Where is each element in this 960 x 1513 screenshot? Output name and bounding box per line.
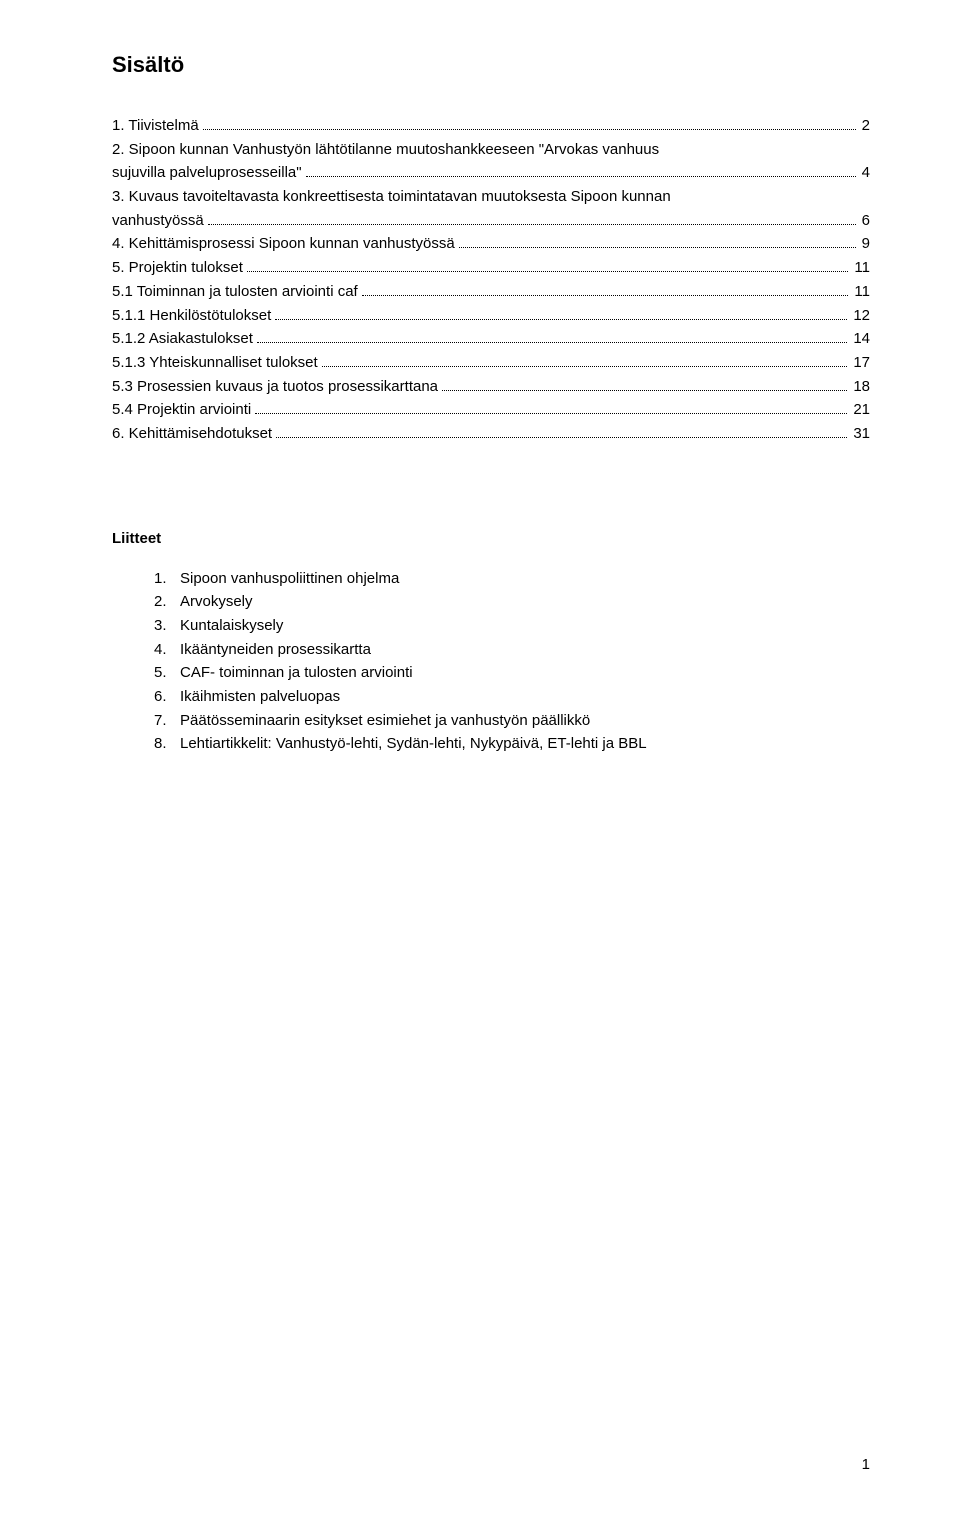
list-number: 7. [154,709,180,733]
toc-leader [257,328,847,343]
list-item: 3.Kuntalaiskysely [154,614,870,638]
list-number: 8. [154,732,180,756]
toc-label: 5. Projektin tulokset [112,256,243,280]
toc-label: 5.4 Projektin arviointi [112,398,251,422]
toc-leader [208,210,856,225]
document-page: Sisältö 1. Tiivistelmä 22. Sipoon kunnan… [0,0,960,1513]
toc-leader [322,352,848,367]
list-text: Arvokysely [180,590,253,614]
toc-label: 5.1.2 Asiakastulokset [112,327,253,351]
toc-page: 12 [851,304,870,328]
toc-label: 5.1.3 Yhteiskunnalliset tulokset [112,351,318,375]
toc-leader [275,304,847,319]
attachments-list: 1.Sipoon vanhuspoliittinen ohjelma2.Arvo… [112,567,870,757]
toc-page: 14 [851,327,870,351]
toc-leader [203,115,856,130]
list-item: 5.CAF- toiminnan ja tulosten arviointi [154,661,870,685]
list-item: 2.Arvokysely [154,590,870,614]
toc-row: 5. Projektin tulokset 11 [112,256,870,280]
toc-label: sujuvilla palveluprosesseilla" [112,161,302,185]
list-item: 6.Ikäihmisten palveluopas [154,685,870,709]
toc-row: vanhustyössä 6 [112,209,870,233]
list-number: 6. [154,685,180,709]
toc-page: 21 [851,398,870,422]
toc-row: 5.4 Projektin arviointi 21 [112,398,870,422]
toc-label: 5.1 Toiminnan ja tulosten arviointi caf [112,280,358,304]
toc-leader [362,281,849,296]
toc-row: 5.1.1 Henkilöstötulokset 12 [112,304,870,328]
toc-row: 5.1.2 Asiakastulokset 14 [112,327,870,351]
page-number: 1 [862,1456,870,1473]
toc-label: 4. Kehittämisprosessi Sipoon kunnan vanh… [112,232,455,256]
list-number: 3. [154,614,180,638]
toc-row: 1. Tiivistelmä 2 [112,114,870,138]
toc-label: 5.1.1 Henkilöstötulokset [112,304,271,328]
toc-label: 3. Kuvaus tavoiteltavasta konkreettisest… [112,185,671,209]
toc-page: 4 [860,161,870,185]
toc-row: 6. Kehittämisehdotukset 31 [112,422,870,446]
toc-page: 31 [851,422,870,446]
toc-page: 9 [860,232,870,256]
list-item: 8.Lehtiartikkelit: Vanhustyö-lehti, Sydä… [154,732,870,756]
list-text: Päätösseminaarin esitykset esimiehet ja … [180,709,590,733]
toc-page: 6 [860,209,870,233]
toc-label: 6. Kehittämisehdotukset [112,422,272,446]
toc-page: 11 [852,256,870,280]
list-text: Sipoon vanhuspoliittinen ohjelma [180,567,399,591]
list-text: Kuntalaiskysely [180,614,283,638]
toc-leader [255,399,847,414]
toc-page: 11 [852,280,870,304]
list-item: 4.Ikääntyneiden prosessikartta [154,638,870,662]
list-number: 2. [154,590,180,614]
toc-row: 5.1 Toiminnan ja tulosten arviointi caf … [112,280,870,304]
attachments-heading: Liitteet [112,530,870,547]
toc-row: 5.1.3 Yhteiskunnalliset tulokset 17 [112,351,870,375]
page-title: Sisältö [112,52,870,78]
list-text: Lehtiartikkelit: Vanhustyö-lehti, Sydän-… [180,732,647,756]
toc-row: 5.3 Prosessien kuvaus ja tuotos prosessi… [112,375,870,399]
toc-leader [442,375,847,390]
toc-row: 2. Sipoon kunnan Vanhustyön lähtötilanne… [112,138,870,162]
list-text: Ikääntyneiden prosessikartta [180,638,371,662]
toc-leader [459,233,856,248]
toc-leader [276,423,847,438]
list-item: 7.Päätösseminaarin esitykset esimiehet j… [154,709,870,733]
table-of-contents: 1. Tiivistelmä 22. Sipoon kunnan Vanhust… [112,114,870,446]
toc-row: sujuvilla palveluprosesseilla" 4 [112,161,870,185]
toc-label: 5.3 Prosessien kuvaus ja tuotos prosessi… [112,375,438,399]
toc-leader [247,257,849,272]
list-number: 4. [154,638,180,662]
toc-row: 4. Kehittämisprosessi Sipoon kunnan vanh… [112,232,870,256]
toc-label: 2. Sipoon kunnan Vanhustyön lähtötilanne… [112,138,659,162]
toc-leader [306,162,856,177]
list-number: 5. [154,661,180,685]
toc-label: vanhustyössä [112,209,204,233]
toc-page: 2 [860,114,870,138]
toc-row: 3. Kuvaus tavoiteltavasta konkreettisest… [112,185,870,209]
list-number: 1. [154,567,180,591]
toc-label: 1. Tiivistelmä [112,114,199,138]
toc-page: 18 [851,375,870,399]
list-text: Ikäihmisten palveluopas [180,685,340,709]
toc-page: 17 [851,351,870,375]
list-item: 1.Sipoon vanhuspoliittinen ohjelma [154,567,870,591]
list-text: CAF- toiminnan ja tulosten arviointi [180,661,413,685]
